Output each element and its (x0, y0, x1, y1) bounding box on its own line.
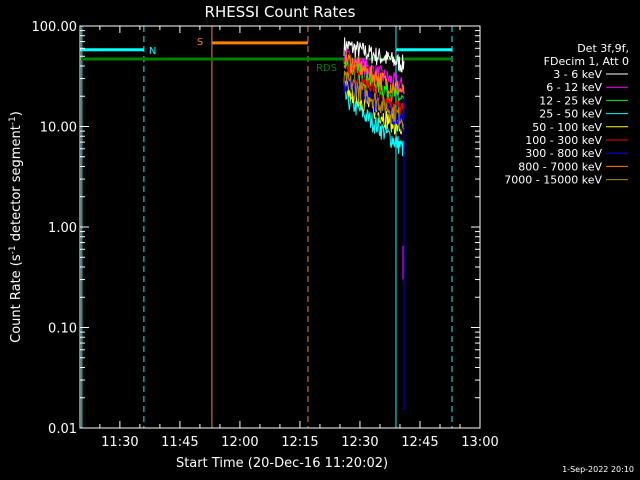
series-lines (343, 37, 405, 157)
y-label-part-2: detector segment (9, 125, 24, 245)
y-label-sup-2: -1 (8, 116, 18, 125)
legend-item-label: 800 - 7000 keV (518, 160, 602, 173)
series-line (343, 88, 405, 157)
x-tick-label: 12:00 (221, 435, 258, 450)
flag-label: N (149, 46, 156, 57)
flag-label: S (197, 37, 203, 48)
y-tick-label: 0.01 (48, 422, 77, 437)
series-line (343, 48, 405, 94)
vertical-markers (81, 26, 453, 428)
y-label-sup-1: -1 (8, 245, 18, 254)
y-tick-label: 10.00 (40, 121, 77, 136)
legend-item-label: 50 - 100 keV (532, 121, 602, 134)
legend-item-label: 300 - 800 keV (525, 147, 602, 160)
x-tick-label: 12:30 (341, 435, 378, 450)
legend-header-line-2: FDecim 1, Att 0 (544, 55, 629, 68)
axes-ticks: 11:30 11:45 12:00 12:15 12:30 12:45 13:00 0.01 0… (32, 20, 499, 450)
y-label-part-1: Count Rate (s (9, 254, 24, 343)
legend-header-line-1: Det 3f,9f, (577, 42, 629, 55)
y-label-part-3: ) (9, 111, 24, 116)
series-line (343, 37, 405, 73)
y-tick-label: 1.00 (48, 221, 77, 236)
series-line (343, 50, 405, 96)
series-line (343, 80, 405, 135)
series-line (343, 70, 405, 129)
x-axis-label: Start Time (20-Dec-16 11:20:02) (176, 456, 388, 471)
legend-item-label: 7000 - 15000 keV (504, 174, 602, 187)
drop-line-group (402, 96, 405, 411)
legend-item-label: 3 - 6 keV (553, 68, 602, 81)
y-tick-label: 100.00 (32, 20, 78, 35)
y-tick-label: 0.10 (48, 322, 77, 337)
y-axis-label: Count Rate (s-1 detector segment-1) (8, 111, 24, 343)
legend-item-label: 6 - 12 keV (546, 81, 602, 94)
legend-item-label: 12 - 25 keV (539, 94, 602, 107)
legend-item-label: 100 - 300 keV (525, 134, 602, 147)
x-tick-label: 13:00 (461, 435, 498, 450)
x-tick-label: 12:15 (281, 435, 318, 450)
footer-timestamp: 1-Sep-2022 20:10 (562, 465, 634, 474)
x-tick-label: 11:30 (101, 435, 138, 450)
legend-item-label: 25 - 50 keV (539, 108, 602, 121)
x-tick-label: 11:45 (161, 435, 198, 450)
x-tick-label: 12:45 (401, 435, 438, 450)
chart-title: RHESSI Count Rates (205, 3, 356, 21)
flag-label: RDS (316, 63, 337, 74)
